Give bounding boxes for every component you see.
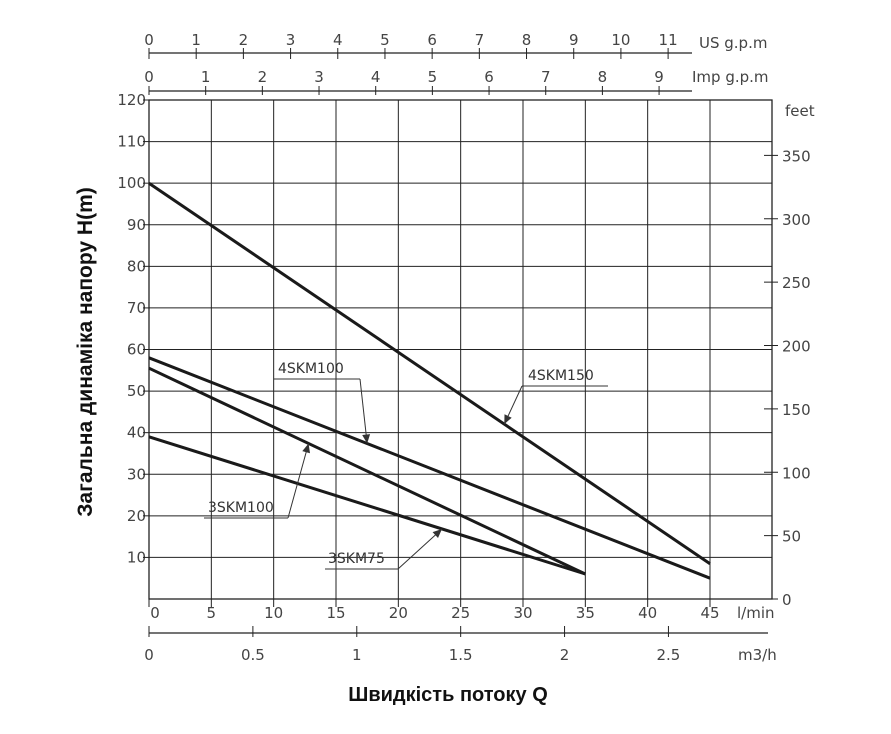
y-tick-label: 110 [117,133,146,151]
imp-gpm-tick-label: 6 [484,68,494,86]
annotation-leader [287,443,310,519]
imp-gpm-tick-label: 3 [314,68,324,86]
us-gpm-unit-label: US g.p.m [699,34,767,52]
x-tick-label: 30 [513,604,532,622]
feet-unit-label: feet [785,102,815,120]
y-tick-label: 40 [127,424,146,442]
annotation-arrowhead [362,434,371,444]
imp-gpm-tick-label: 8 [598,68,608,86]
us-gpm-tick-label: 11 [659,31,678,49]
feet-tick-label: 50 [782,528,801,546]
m3h-tick-label: 1 [352,646,362,664]
imp-gpm-tick-label: 2 [258,68,268,86]
us-gpm-tick-label: 6 [427,31,437,49]
y-tick-label: 10 [127,548,146,566]
series-line-3skm75 [148,435,586,576]
x-tick-label: 35 [576,604,595,622]
us-gpm-tick-label: 5 [380,31,390,49]
x-tick-label: 10 [264,604,283,622]
x-tick-label: 15 [326,604,345,622]
x-tick-label: 0 [150,604,160,622]
feet-tick-label: 300 [782,211,811,229]
feet-tick-label: 350 [782,147,811,165]
annotation-arrowhead [302,443,310,454]
feet-tick-label: 250 [782,274,811,292]
annotation-label-4skm100: 4SKM100 [278,361,344,377]
y-tick-label: 20 [127,507,146,525]
imp-gpm-unit-label: Imp g.p.m [692,68,769,86]
series-annotations: 4SKM150 4SKM100 3SKM100 3SKM75 [204,361,608,570]
us-gpm-tick-label: 3 [286,31,296,49]
us-gpm-tick-label: 2 [239,31,249,49]
annotation-label-3skm100: 3SKM100 [208,500,274,516]
y-tick-label: 60 [127,341,146,359]
annotation-leader [359,378,368,444]
x-tick-label: 5 [207,604,217,622]
annotation-label-3skm75: 3SKM75 [328,551,385,567]
axes: 0 5 10 15 20 25 30 35 40 451020304050607080901001… [117,31,814,664]
imp-gpm-tick-label: 0 [144,68,154,86]
imp-gpm-tick-label: 1 [201,68,211,86]
m3h-tick-label: 2.5 [657,646,681,664]
x-tick-label: 20 [389,604,408,622]
y-tick-label: 90 [127,216,146,234]
lmin-unit-label: l/min [737,604,775,622]
series-line-3skm100 [148,366,586,576]
y-axis-title: Загальна динаміка напору H(m) [74,187,97,516]
annotation-arrowhead [432,528,442,538]
us-gpm-tick-label: 7 [475,31,485,49]
us-gpm-tick-label: 4 [333,31,343,49]
m3h-tick-label: 2 [560,646,570,664]
imp-gpm-tick-label: 7 [541,68,551,86]
imp-gpm-tick-label: 4 [371,68,381,86]
imp-gpm-tick-label: 9 [654,68,664,86]
y-tick-label: 120 [117,91,146,109]
us-gpm-tick-label: 10 [611,31,630,49]
feet-tick-label: 150 [782,401,811,419]
feet-tick-label: 100 [782,464,811,482]
m3h-tick-label: 1.5 [449,646,473,664]
annotation-arrowhead [504,414,512,425]
series-line-4skm150 [148,181,711,565]
grid-lines [149,100,772,599]
feet-tick-label: 200 [782,338,811,356]
feet-tick-label: 0 [782,591,792,609]
y-tick-label: 100 [117,174,146,192]
x-tick-label: 45 [700,604,719,622]
us-gpm-tick-label: 1 [191,31,201,49]
series-line-4skm100 [148,356,711,580]
annotation-label-4skm150: 4SKM150 [528,368,594,384]
x-axis-title: Швидкість потоку Q [348,684,548,706]
axis-labels: Загальна динаміка напору H(m) Швидкість … [74,187,548,706]
m3h-unit-label: m3/h [738,646,777,664]
annotation-leader [397,528,443,570]
y-tick-label: 80 [127,257,146,275]
us-gpm-tick-label: 9 [569,31,579,49]
y-tick-label: 30 [127,465,146,483]
us-gpm-tick-label: 8 [522,31,532,49]
imp-gpm-tick-label: 5 [428,68,438,86]
y-tick-label: 70 [127,299,146,317]
us-gpm-tick-label: 0 [144,31,154,49]
x-tick-label: 25 [451,604,470,622]
series-lines [148,181,711,580]
m3h-tick-label: 0 [144,646,154,664]
m3h-tick-label: 0.5 [241,646,265,664]
y-tick-label: 50 [127,382,146,400]
x-tick-label: 40 [638,604,657,622]
